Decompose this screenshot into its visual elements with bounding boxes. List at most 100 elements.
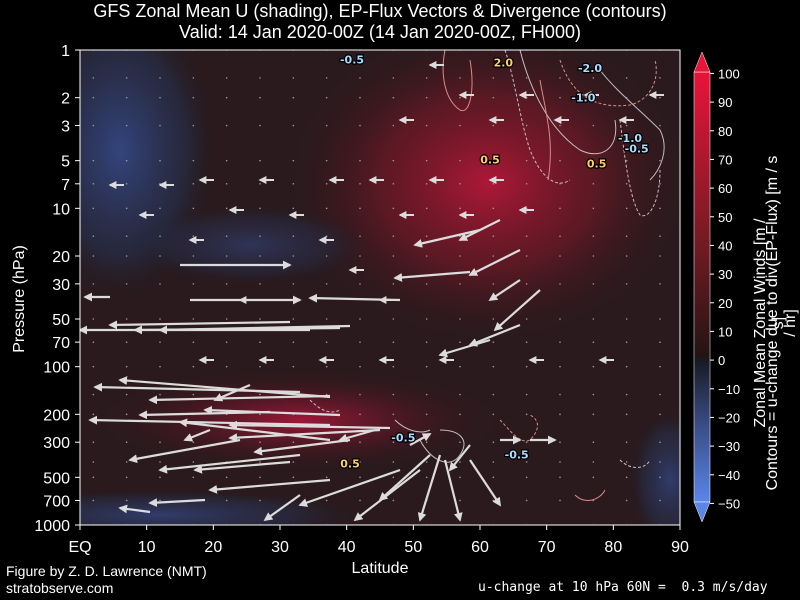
contour-label: 2.0 (494, 57, 514, 70)
contour-label: -0.5 (505, 449, 529, 462)
grid-dot (159, 365, 161, 368)
grid-dot (459, 124, 461, 127)
y-tick-label: 5 (61, 154, 70, 171)
grid-dot (659, 96, 661, 99)
grid-dot (359, 393, 361, 396)
chart-subtitle: Valid: 14 Jan 2020-00Z (14 Jan 2020-00Z,… (179, 22, 581, 42)
ep-flux-arrow (203, 405, 341, 417)
grid-dot (559, 365, 561, 368)
grid-dot (659, 461, 661, 463)
grid-dot (559, 441, 561, 444)
grid-dot (525, 413, 528, 416)
grid-dot (625, 183, 628, 185)
x-tick-label: EQ (68, 539, 91, 556)
colorbar-tick-label: 60 (718, 181, 732, 196)
grid-dot (359, 441, 361, 444)
grid-dot (359, 283, 361, 285)
colorbar-tick-label: 70 (718, 152, 732, 167)
divergence-contour (394, 419, 431, 433)
grid-dot (159, 235, 161, 238)
grid-dot (192, 365, 195, 368)
grid-dot (492, 318, 495, 320)
grid-dot (659, 476, 661, 479)
y-tick-label: 3 (61, 119, 70, 136)
grid-dot (392, 365, 395, 368)
grid-dot (125, 235, 128, 238)
grid-dot (292, 96, 295, 99)
colorbar-contour-label: Contours = u-change due to div(EP-Flux) … (764, 155, 799, 491)
grid-dot (425, 183, 428, 185)
grid-dot (459, 255, 461, 257)
contour-label: 0.5 (480, 153, 500, 166)
grid-dot (159, 255, 161, 257)
divergence-contours (309, 50, 665, 501)
grid-dot (625, 413, 628, 416)
ep-flux-arrow (128, 438, 241, 464)
colorbar-extend-bottom (693, 501, 711, 523)
grid-dot (259, 441, 261, 444)
grid-dot (625, 318, 628, 320)
grid-dot (659, 318, 661, 320)
grid-dot (92, 393, 95, 396)
grid-dot (625, 476, 628, 479)
grid-dot (159, 476, 161, 479)
grid-dot (425, 393, 428, 396)
grid-dot (625, 461, 628, 463)
grid-dot (625, 365, 628, 368)
grid-dot (292, 183, 295, 185)
grid-dot (592, 365, 595, 368)
chart-title: GFS Zonal Mean U (shading), EP-Flux Vect… (93, 1, 667, 21)
grid-dot (592, 96, 595, 99)
divergence-contour (499, 414, 538, 442)
grid-dot (425, 413, 428, 416)
grid-dot (425, 207, 428, 210)
grid-dot (425, 441, 428, 444)
grid-dot (625, 207, 628, 210)
ep-flux-arrow (178, 418, 331, 442)
ep-flux-arrow (148, 498, 206, 508)
grid-dot (525, 499, 528, 502)
ep-flux-arrow (488, 279, 521, 301)
grid-dot (492, 255, 495, 257)
grid-dot (125, 183, 128, 185)
grid-dot (625, 96, 628, 99)
grid-dot (525, 461, 528, 463)
grid-dot (592, 476, 595, 479)
grid-dot (92, 365, 95, 368)
grid-dot (359, 207, 361, 210)
grid-dot (525, 393, 528, 396)
colorbar-tick-label: 100 (718, 66, 740, 81)
grid-dot (292, 207, 295, 210)
grid-dot (392, 461, 395, 463)
grid-dot (359, 461, 361, 463)
grid-dot (392, 393, 395, 396)
credit-text: Figure by Z. D. Lawrence (NMT) (6, 563, 207, 579)
grid-dot (92, 341, 95, 343)
grid-dot (125, 283, 128, 285)
grid-dot (592, 441, 595, 444)
grid-dot (392, 207, 395, 210)
grid-dot (192, 441, 195, 444)
grid-dot (225, 341, 228, 343)
grid-dot (292, 441, 295, 444)
grid-dot (192, 393, 195, 396)
grid-dot (325, 283, 328, 285)
grid-dot (292, 77, 295, 79)
ep-flux-arrow (469, 459, 501, 507)
x-tick-label: 10 (138, 539, 156, 556)
grid-dot (625, 235, 628, 238)
grid-dot (259, 207, 261, 210)
grid-dot (225, 499, 228, 502)
grid-dot (492, 341, 495, 343)
grid-dot (659, 341, 661, 343)
ep-flux-arrow (417, 454, 442, 522)
y-tick-label: 30 (52, 277, 70, 294)
divergence-contour (539, 79, 551, 181)
grid-dot (525, 159, 528, 162)
grid-dot (359, 96, 361, 99)
grid-dot (625, 499, 628, 502)
grid-dot (325, 96, 328, 99)
grid-dot (525, 441, 528, 444)
grid-dot (559, 283, 561, 285)
grid-dot (359, 413, 361, 416)
